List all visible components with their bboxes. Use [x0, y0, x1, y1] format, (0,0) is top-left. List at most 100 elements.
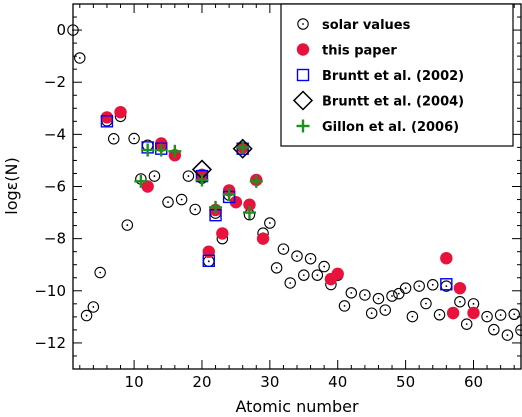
data-point [128, 132, 140, 145]
solar-circle-ring [182, 170, 195, 182]
solar-circle-center [268, 222, 271, 224]
data-point [284, 277, 296, 289]
data-point [264, 217, 276, 229]
solar-circle-ring [338, 300, 351, 312]
y-tick-label: −12 [34, 334, 66, 352]
legend-label: Bruntt et al. (2002) [322, 69, 464, 84]
data-point [236, 140, 250, 154]
solar-circle-center [275, 266, 278, 269]
legend-box [280, 3, 514, 147]
solar-circle-center [425, 302, 427, 305]
data-point [494, 309, 507, 321]
data-point [243, 198, 256, 211]
solar-circle-ring [318, 260, 330, 273]
data-point [420, 297, 432, 310]
data-point [270, 262, 283, 274]
solar-circle-ring [420, 297, 432, 310]
solar-circle-ring [121, 219, 134, 231]
data-point [74, 52, 86, 64]
solar-circle-center [167, 201, 169, 204]
solar-circle-center [445, 285, 448, 287]
data-point [121, 219, 134, 231]
solar-circle-center [323, 265, 326, 268]
solar-circle-ring [427, 279, 439, 291]
data-point [195, 173, 209, 187]
data-point [162, 196, 174, 208]
solar-circle-center [513, 313, 516, 316]
solar-circle-ring [175, 193, 188, 206]
data-point [488, 323, 500, 336]
data-point [467, 306, 480, 320]
solar-circle-center [302, 23, 304, 25]
solar-circle-center [520, 329, 522, 332]
data-point [189, 203, 201, 216]
solar-circle-center [377, 297, 380, 300]
solar-circle-center [72, 29, 74, 31]
solar-circle-center [282, 248, 285, 250]
legend-label: Bruntt et al. (2004) [322, 95, 464, 110]
legend-marker [292, 90, 314, 111]
solar-circle-ring [270, 262, 283, 274]
solar-circle-center [99, 271, 102, 274]
solar-circle-center [472, 302, 475, 305]
solar-circle-center [404, 287, 407, 290]
legend-marker [296, 43, 310, 56]
solar-circle-center [309, 257, 312, 260]
solar-circle-ring [413, 280, 425, 292]
data-point [508, 308, 520, 320]
solar-circle-center [418, 285, 421, 287]
solar-circle-ring [515, 324, 522, 336]
solar-circle-ring [494, 309, 507, 321]
data-point [182, 170, 195, 182]
y-tick-label: −8 [44, 230, 66, 248]
data-point [249, 174, 263, 188]
data-point [304, 252, 317, 265]
x-axis-label: Atomic number [235, 397, 359, 416]
data-point [67, 24, 79, 36]
data-point [365, 307, 378, 319]
data-point [501, 329, 514, 341]
data-point [80, 309, 93, 322]
solar-circle-ring [365, 307, 378, 319]
data-point [202, 245, 215, 258]
data-point [481, 310, 493, 323]
solar-circle-ring [345, 287, 358, 299]
data-point [222, 187, 236, 201]
solar-circle-ring [399, 282, 412, 294]
solar-circle-center [506, 334, 509, 337]
solar-circle-ring [311, 269, 324, 281]
axes-layer: 10 20 30 40 50 60 0 −2 −4 −6 −8 −10 −12 [34, 3, 522, 391]
solar-circle-center [411, 315, 414, 318]
y-tick-label: −10 [34, 282, 66, 300]
solar-circle-center [207, 260, 210, 263]
solar-circle-ring [189, 203, 201, 216]
solar-circle-center [499, 314, 502, 316]
solar-circle-ring [460, 318, 473, 330]
data-point [232, 138, 253, 159]
data-point [318, 260, 330, 273]
y-tick-label: 0 [56, 21, 66, 39]
solar-circle-center [296, 255, 298, 258]
data-point [454, 295, 466, 308]
solar-circle-center [384, 309, 387, 311]
legend-marker [296, 68, 310, 82]
legend: solar values this paper Bruntt et al. (200… [280, 3, 514, 147]
legend-marker [297, 18, 309, 30]
legend-label: solar values [322, 18, 411, 33]
solar-circle-center [194, 208, 197, 211]
solar-circle-ring [433, 309, 446, 321]
solar-circle-ring [80, 309, 93, 322]
data-point [154, 143, 168, 157]
data-point [209, 200, 223, 214]
solar-circle-ring [406, 310, 419, 323]
data-point [413, 280, 425, 292]
x-tick-label: 30 [260, 373, 279, 391]
data-point [427, 279, 439, 291]
data-point [107, 133, 120, 145]
solar-circle-center [363, 294, 366, 296]
solar-circle-ring [87, 301, 100, 313]
data-point [100, 111, 114, 124]
solar-circle-center [465, 323, 468, 326]
data-point [399, 282, 412, 294]
data-point [94, 266, 106, 279]
